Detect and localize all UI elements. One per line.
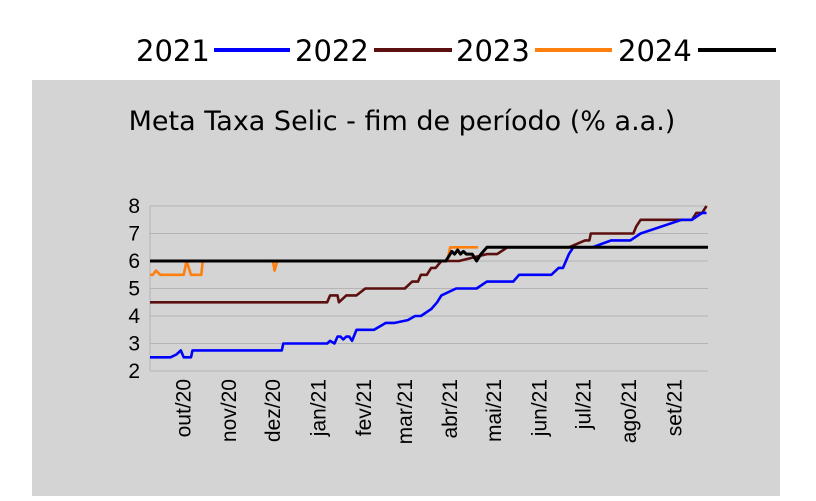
legend: 2021 2022 2023 2024 [136, 34, 776, 68]
x-tick-label-jul-21: jul/21 [573, 379, 596, 430]
x-tick-label-ago-21: ago/21 [618, 379, 641, 443]
legend-label-2024: 2024 [618, 34, 692, 68]
y-tick-label-8: 8 [128, 195, 140, 218]
series-line-2024 [150, 245, 708, 263]
x-tick-label-dez-20: dez/20 [262, 379, 285, 442]
y-tick-label-5: 5 [128, 278, 140, 301]
x-tick-label-jan-21: jan/21 [307, 379, 330, 437]
series-line-2021 [150, 211, 707, 359]
x-tick-label-set-21: set/21 [663, 379, 686, 436]
y-tick-label-6: 6 [128, 250, 140, 273]
x-tick-label-jun-21: jun/21 [529, 379, 552, 437]
legend-label-2023: 2023 [456, 34, 530, 68]
y-tick-label-7: 7 [128, 223, 140, 246]
series-lines [150, 205, 708, 359]
series-line-2022 [150, 205, 708, 304]
chart-title: Meta Taxa Selic - fim de período (% a.a.… [129, 106, 676, 137]
x-tick-label-nov-20: nov/20 [218, 379, 241, 442]
y-tick-label-2: 2 [128, 360, 140, 383]
x-axis: out/20 nov/20 dez/20 jan/21 fev/21 mar/21 abr/… [173, 379, 687, 444]
y-tick-label-4: 4 [128, 305, 140, 328]
x-tick-label-abr-21: abr/21 [439, 379, 462, 439]
x-tick-label-mai-21: mai/21 [483, 379, 506, 442]
y-tick-label-3: 3 [128, 333, 140, 356]
legend-label-2021: 2021 [136, 34, 210, 68]
y-axis: 2 3 4 5 6 7 8 [128, 195, 140, 383]
x-tick-label-mar-21: mar/21 [394, 379, 417, 444]
x-tick-label-fev-21: fev/21 [353, 379, 376, 436]
grid [149, 205, 708, 372]
legend-label-2022: 2022 [295, 34, 369, 68]
x-tick-label-out-20: out/20 [173, 379, 196, 437]
